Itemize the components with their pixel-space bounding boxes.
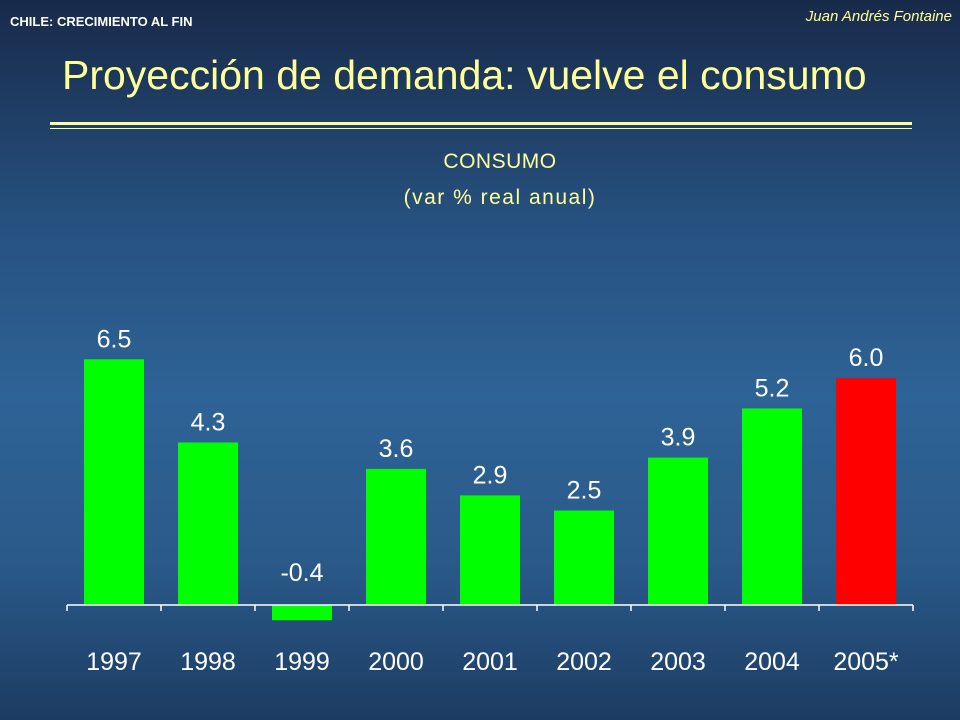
author-name: Juan Andrés Fontaine [805,8,952,25]
category-label-2003: 2003 [650,648,706,676]
title-underline-thin [50,128,912,129]
category-label-1997: 1997 [86,648,142,676]
category-label-2001: 2001 [462,648,518,676]
presentation-section-label: CHILE: CRECIMIENTO AL FIN [10,14,193,29]
category-label-2002: 2002 [556,648,612,676]
category-label-2000: 2000 [368,648,424,676]
value-label-1997: 6.5 [97,325,132,353]
bar-2002 [554,510,614,605]
slide-title: Proyección de demanda: vuelve el consumo [62,52,867,98]
value-label-2003: 3.9 [661,424,696,452]
chart-subtitle: (var % real anual) [403,186,597,209]
bar-2001 [460,495,520,605]
category-label-2005*: 2005* [833,648,899,676]
bar-2000 [366,468,426,605]
title-underline-thick [50,122,912,125]
category-label-1999: 1999 [274,648,330,676]
value-label-2002: 2.5 [567,477,602,505]
bar-2005* [836,378,896,605]
value-label-1998: 4.3 [191,408,226,436]
value-label-2001: 2.9 [473,461,508,489]
chart-title: CONSUMO [443,150,557,173]
value-label-2004: 5.2 [755,374,790,402]
bar-1999 [272,605,332,621]
value-label-1999: -0.4 [280,559,323,587]
value-label-2000: 3.6 [379,435,414,463]
category-label-2004: 2004 [744,648,800,676]
bar-2003 [648,457,708,605]
value-label-2005*: 6.0 [849,344,884,372]
bar-2004 [742,408,802,605]
bar-1998 [178,442,238,605]
bar-1997 [84,359,144,605]
category-label-1998: 1998 [180,648,236,676]
